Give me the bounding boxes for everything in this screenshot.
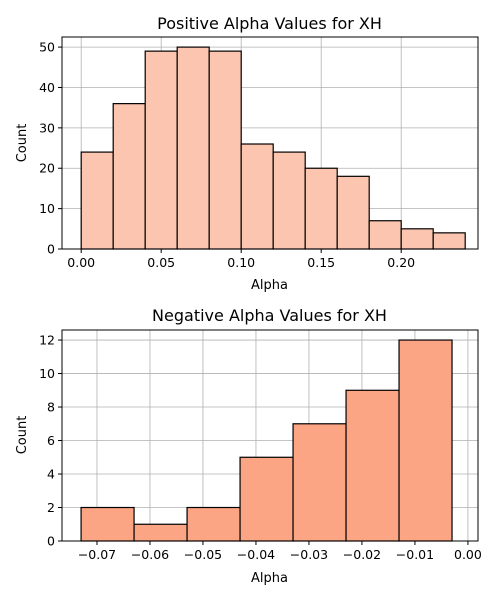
x-tick-label: 0.00 — [67, 255, 95, 270]
x-tick-label: −0.05 — [184, 547, 222, 562]
histogram-bar — [292, 423, 347, 542]
x-tick-label: 0.05 — [147, 255, 175, 270]
histogram-bar — [186, 506, 241, 542]
plot-frame — [61, 329, 479, 542]
x-tick-label: −0.04 — [237, 547, 275, 562]
chart-title: Positive Alpha Values for XH — [157, 14, 382, 33]
histogram-bar — [80, 151, 114, 250]
histogram-bar — [345, 389, 400, 542]
y-axis-ticks: 0 2 4 6 8 10 12 — [39, 333, 62, 549]
histogram-bar — [400, 228, 434, 250]
histogram-bar — [176, 46, 210, 250]
y-tick-label: 10 — [39, 201, 55, 216]
y-axis-label: Count — [15, 124, 30, 163]
histogram-bar — [239, 456, 294, 542]
x-axis-ticks: −0.07 −0.06 −0.05 −0.04 −0.03 −0.02 −0.01 0.00 — [78, 541, 482, 562]
histogram-bars — [80, 46, 466, 250]
x-axis-label: Alpha — [251, 571, 288, 586]
y-tick-label: 20 — [39, 161, 55, 176]
histogram-bar — [398, 339, 453, 542]
histogram-bar — [240, 143, 274, 250]
y-tick-label: 4 — [47, 467, 55, 482]
x-tick-label: 0.00 — [454, 547, 482, 562]
x-axis-label: Alpha — [251, 278, 288, 293]
y-axis-ticks: 0 10 20 30 40 50 — [39, 40, 62, 257]
y-tick-label: 30 — [39, 120, 55, 135]
x-tick-label: −0.01 — [396, 547, 434, 562]
x-tick-label: 0.15 — [307, 255, 335, 270]
x-axis-ticks: 0.00 0.05 0.10 0.15 0.20 — [67, 249, 415, 270]
histogram-bar — [336, 175, 370, 250]
x-tick-label: 0.10 — [227, 255, 255, 270]
histogram-bar — [432, 232, 466, 250]
histogram-bar — [112, 103, 146, 250]
histogram-bar — [208, 50, 242, 250]
histogram-bar — [272, 151, 306, 250]
plot-frame — [61, 36, 479, 250]
y-tick-label: 40 — [39, 80, 55, 95]
x-tick-label: 0.20 — [387, 255, 415, 270]
x-tick-label: −0.06 — [131, 547, 169, 562]
histogram-bar — [133, 523, 188, 542]
histogram-bar — [368, 220, 402, 250]
y-tick-label: 50 — [39, 40, 55, 55]
negative-alpha-histogram: Negative Alpha Values for XH −0.07 −0.06−… — [15, 306, 482, 586]
x-tick-label: −0.02 — [343, 547, 381, 562]
y-tick-label: 2 — [47, 500, 55, 515]
y-tick-label: 0 — [47, 534, 55, 549]
y-tick-label: 0 — [47, 242, 55, 257]
y-tick-label: 6 — [47, 433, 55, 448]
positive-alpha-histogram: Positive Alpha Values for XH 0.00 0.05 0.1… — [15, 14, 479, 293]
histogram-bar — [80, 506, 135, 542]
y-axis-label: Count — [15, 416, 30, 455]
chart-title: Negative Alpha Values for XH — [152, 306, 387, 325]
histogram-bar — [304, 167, 338, 250]
x-tick-label: −0.03 — [290, 547, 328, 562]
histogram-bars — [80, 339, 453, 542]
y-tick-label: 8 — [47, 400, 55, 415]
y-tick-label: 10 — [39, 366, 55, 381]
histogram-bar — [144, 50, 178, 250]
x-tick-label: −0.07 — [78, 547, 116, 562]
y-tick-label: 12 — [39, 333, 55, 348]
